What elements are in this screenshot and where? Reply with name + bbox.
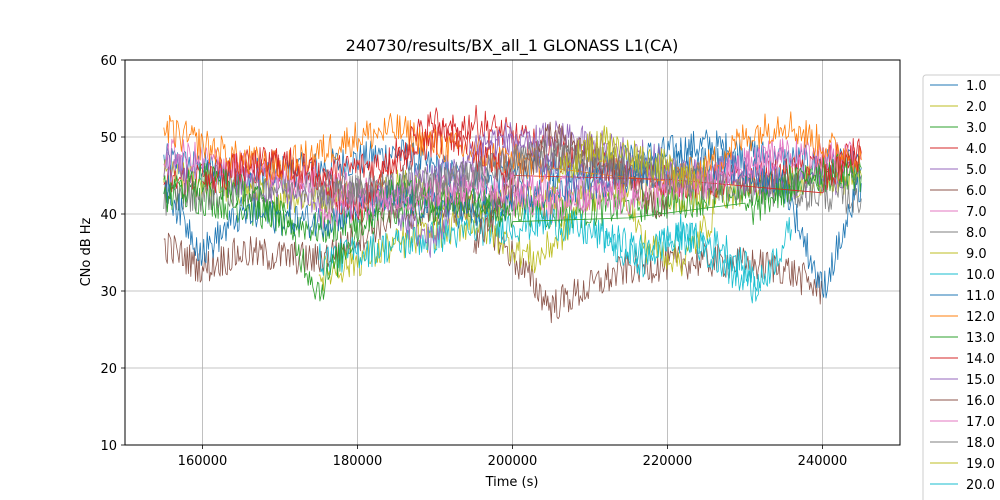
x-tick-label: 200000 <box>488 454 538 469</box>
x-axis-label: Time (s) <box>485 475 539 490</box>
legend-label: 18.0 <box>966 436 995 451</box>
legend: 1.0 2.0 3.0 4.0 5.0 6.0 7.0 8.0 9.0 10.0 11.0 12.0 1… <box>922 74 1000 500</box>
legend-label: 12.0 <box>966 310 995 325</box>
legend-label: 3.0 <box>966 121 987 136</box>
series-line-16.0 <box>473 121 668 255</box>
series-line-19.0 <box>550 130 707 195</box>
y-tick-label: 20 <box>100 362 117 377</box>
y-tick-label: 60 <box>100 54 117 69</box>
series-layer <box>163 104 862 324</box>
legend-label: 4.0 <box>966 142 987 157</box>
x-tick-label: 220000 <box>643 454 693 469</box>
legend-label: 17.0 <box>966 415 995 430</box>
y-axis-ticks: 10 20 30 40 50 60 <box>100 54 125 454</box>
legend-label: 13.0 <box>966 331 995 346</box>
legend-label: 6.0 <box>966 184 987 199</box>
x-axis-ticks: 160000 180000 200000 220000 240000 <box>178 445 848 469</box>
series-line-5.0 <box>163 120 862 214</box>
y-tick-label: 30 <box>100 285 117 300</box>
legend-label: 8.0 <box>966 226 987 241</box>
series-line-17.0 <box>318 138 785 229</box>
legend-label: 10.0 <box>966 268 995 283</box>
chart-title: 240730/results/BX_all_1 GLONASS L1(CA) <box>346 36 679 56</box>
y-tick-label: 40 <box>100 208 117 223</box>
legend-label: 19.0 <box>966 457 995 472</box>
y-tick-label: 50 <box>100 131 117 146</box>
legend-label: 14.0 <box>966 352 995 367</box>
legend-label: 20.0 <box>966 478 995 493</box>
legend-frame <box>922 74 1000 500</box>
series-line-10.0 <box>318 205 792 292</box>
legend-label: 9.0 <box>966 247 987 262</box>
series-line-13.0 <box>163 153 862 302</box>
series-line-15.0 <box>395 122 630 258</box>
legend-label: 2.0 <box>966 100 987 115</box>
legend-label: 7.0 <box>966 205 987 220</box>
legend-label: 1.0 <box>966 79 987 94</box>
legend-label: 11.0 <box>966 289 995 304</box>
x-tick-label: 180000 <box>333 454 383 469</box>
legend-label: 5.0 <box>966 163 987 178</box>
y-tick-label: 10 <box>100 439 117 454</box>
series-line-18.0 <box>318 137 707 214</box>
legend-label: 16.0 <box>966 394 995 409</box>
x-tick-label: 240000 <box>798 454 848 469</box>
legend-label: 15.0 <box>966 373 995 388</box>
grid-layer <box>125 59 900 446</box>
y-axis-label: CNo dB Hz <box>79 217 94 286</box>
series-line-12.0 <box>163 111 862 193</box>
series-line-20.0 <box>605 213 761 304</box>
x-tick-label: 160000 <box>178 454 228 469</box>
